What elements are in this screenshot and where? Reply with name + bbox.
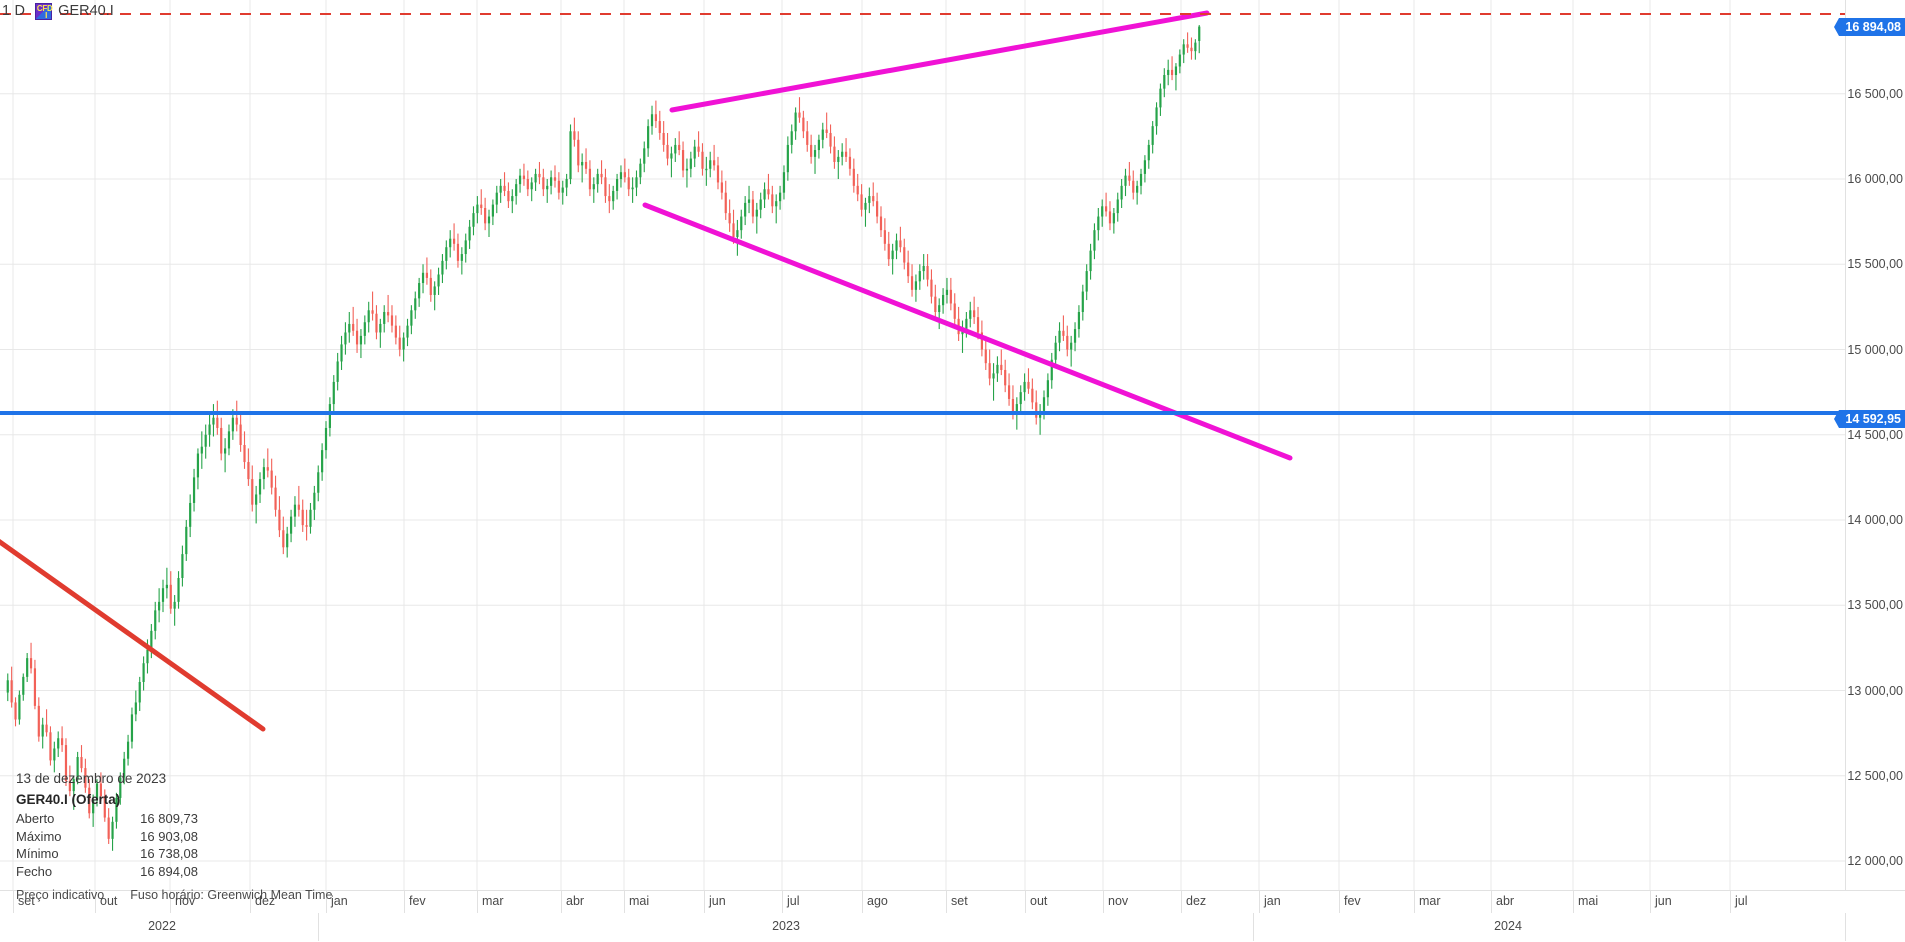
chart-footnote: Preço indicativo Fuso horário: Greenwich… — [16, 888, 332, 902]
time-tick — [1339, 891, 1340, 913]
year-separator — [1845, 913, 1846, 941]
ohlc-row-value: 16 903,08 — [140, 828, 198, 844]
time-tick — [404, 891, 405, 913]
month-label-dez-2023: dez — [1186, 894, 1207, 908]
month-label-mar-2024: mar — [1419, 894, 1441, 908]
chart-plot-area[interactable] — [0, 0, 1845, 890]
ohlc-row: Fecho 16 894,08 — [16, 863, 198, 881]
price-tick-13000: 13 000,00 — [1847, 683, 1903, 698]
month-label-abr-2024: abr — [1496, 894, 1515, 908]
ohlc-row-value: 16 809,73 — [140, 811, 198, 826]
time-tick — [477, 891, 478, 913]
month-label-jun-2023: jun — [709, 894, 726, 908]
price-tick-16000: 16 000,00 — [1847, 172, 1903, 187]
price-tick-15000: 15 000,00 — [1847, 342, 1903, 357]
month-label-abr-2023: abr — [566, 894, 585, 908]
year-separator — [318, 913, 319, 941]
ohlc-row-value: 16 738,08 — [140, 846, 198, 861]
time-tick — [13, 891, 14, 913]
month-label-jun-2024: jun — [1655, 894, 1672, 908]
symbol-label[interactable]: GER40.I — [58, 3, 114, 19]
month-label-jan-2023: jan — [331, 894, 348, 908]
indicative-price-label: Preço indicativo — [16, 888, 105, 902]
price-axis[interactable]: 16 500,00 16 000,00 15 500,00 15 000,00 14 5… — [1834, 0, 1905, 890]
time-tick — [1025, 891, 1026, 913]
year-label-2022: 2022 — [148, 919, 176, 933]
year-label-2024: 2024 — [1494, 919, 1522, 933]
ohlc-row: Aberto 16 809,73 — [16, 810, 198, 828]
ohlc-row: Mínimo 16 738,08 — [16, 845, 198, 863]
time-tick — [1103, 891, 1104, 913]
alert-price-flag[interactable]: 14 592,95 — [1834, 409, 1905, 428]
resistance-trendline-magenta[interactable] — [669, 10, 1210, 113]
month-label-out-2023: out — [1030, 894, 1048, 908]
cfd-badge-text: CFD — [36, 3, 53, 13]
ohlc-rows: Aberto 16 809,73 Máximo 16 903,08 Mínimo 16 7… — [16, 810, 198, 880]
month-label-ago-2023: ago — [867, 894, 888, 908]
ohlc-legend-panel: 13 de dezembro de 2023 GER40.I (Oferta) … — [16, 770, 198, 880]
symbol-bar[interactable]: 1 D CFD I GER40.I — [2, 1, 114, 21]
month-label-mai-2024: mai — [1578, 894, 1599, 908]
ohlc-row: Máximo 16 903,08 — [16, 828, 198, 846]
ohlc-row-label: Máximo — [16, 828, 62, 844]
month-label-set-2022: set — [18, 894, 35, 908]
month-label-mar-2023: mar — [482, 894, 504, 908]
time-tick — [1491, 891, 1492, 913]
candlestick-series — [6, 25, 1201, 851]
month-label-jan-2024: jan — [1264, 894, 1281, 908]
time-tick — [1650, 891, 1651, 913]
month-label-fev-2023: fev — [409, 894, 426, 908]
month-label-jul-2024: jul — [1735, 894, 1748, 908]
price-tick-16500: 16 500,00 — [1847, 86, 1903, 101]
year-separator — [1253, 913, 1254, 941]
time-tick — [862, 891, 863, 913]
time-tick — [946, 891, 947, 913]
ohlc-row-label: Fecho — [16, 863, 53, 879]
price-tick-12500: 12 500,00 — [1847, 768, 1903, 783]
time-tick — [782, 891, 783, 913]
ohlc-row-value: 16 894,08 — [140, 863, 198, 879]
month-label-nov-2022: nov — [175, 894, 196, 908]
ohlc-date: 13 de dezembro de 2023 — [16, 771, 167, 786]
price-tick-13500: 13 500,00 — [1847, 598, 1903, 613]
ohlc-row-label: Mínimo — [16, 846, 59, 861]
time-tick — [704, 891, 705, 913]
support-trendline-magenta[interactable] — [642, 202, 1293, 461]
timezone-label: Fuso horário: Greenwich Mean Time — [130, 888, 333, 902]
time-tick — [1573, 891, 1574, 913]
time-tick — [95, 891, 96, 913]
time-axis[interactable]: set out nov dez jan fev mar abr mai jun jul ago set o… — [0, 890, 1905, 942]
ohlc-symbol: GER40.I (Oferta) — [16, 791, 121, 807]
time-tick — [170, 891, 171, 913]
cfd-badge-icon: CFD I — [35, 2, 53, 20]
time-tick — [561, 891, 562, 913]
price-tick-12000: 12 000,00 — [1847, 854, 1903, 868]
drawing-overlays[interactable] — [0, 0, 1845, 890]
last-price-flag[interactable]: 16 894,08 — [1834, 17, 1905, 36]
price-tick-15500: 15 500,00 — [1847, 257, 1903, 272]
time-tick — [1730, 891, 1731, 913]
month-label-fev-2024: fev — [1344, 894, 1361, 908]
interval-label[interactable]: 1 D — [2, 3, 26, 19]
month-label-set-2023: set — [951, 894, 968, 908]
time-tick — [250, 891, 251, 913]
month-label-dez-2022: dez — [255, 894, 276, 908]
chart-gridlines — [0, 0, 1845, 890]
time-tick — [1414, 891, 1415, 913]
month-label-nov-2023: nov — [1108, 894, 1129, 908]
ohlc-row-label: Aberto — [16, 811, 55, 826]
price-tick-14000: 14 000,00 — [1847, 513, 1903, 528]
time-tick — [624, 891, 625, 913]
month-label-jul-2023: jul — [787, 894, 800, 908]
time-tick — [1181, 891, 1182, 913]
downtrend-line-red[interactable] — [0, 535, 266, 732]
month-label-out-2022: out — [100, 894, 118, 908]
cfd-badge-sub: I — [45, 10, 48, 20]
time-tick — [326, 891, 327, 913]
price-tick-14500: 14 500,00 — [1847, 427, 1903, 442]
time-tick — [1259, 891, 1260, 913]
year-label-2023: 2023 — [772, 919, 800, 933]
month-label-mai-2023: mai — [629, 894, 650, 908]
